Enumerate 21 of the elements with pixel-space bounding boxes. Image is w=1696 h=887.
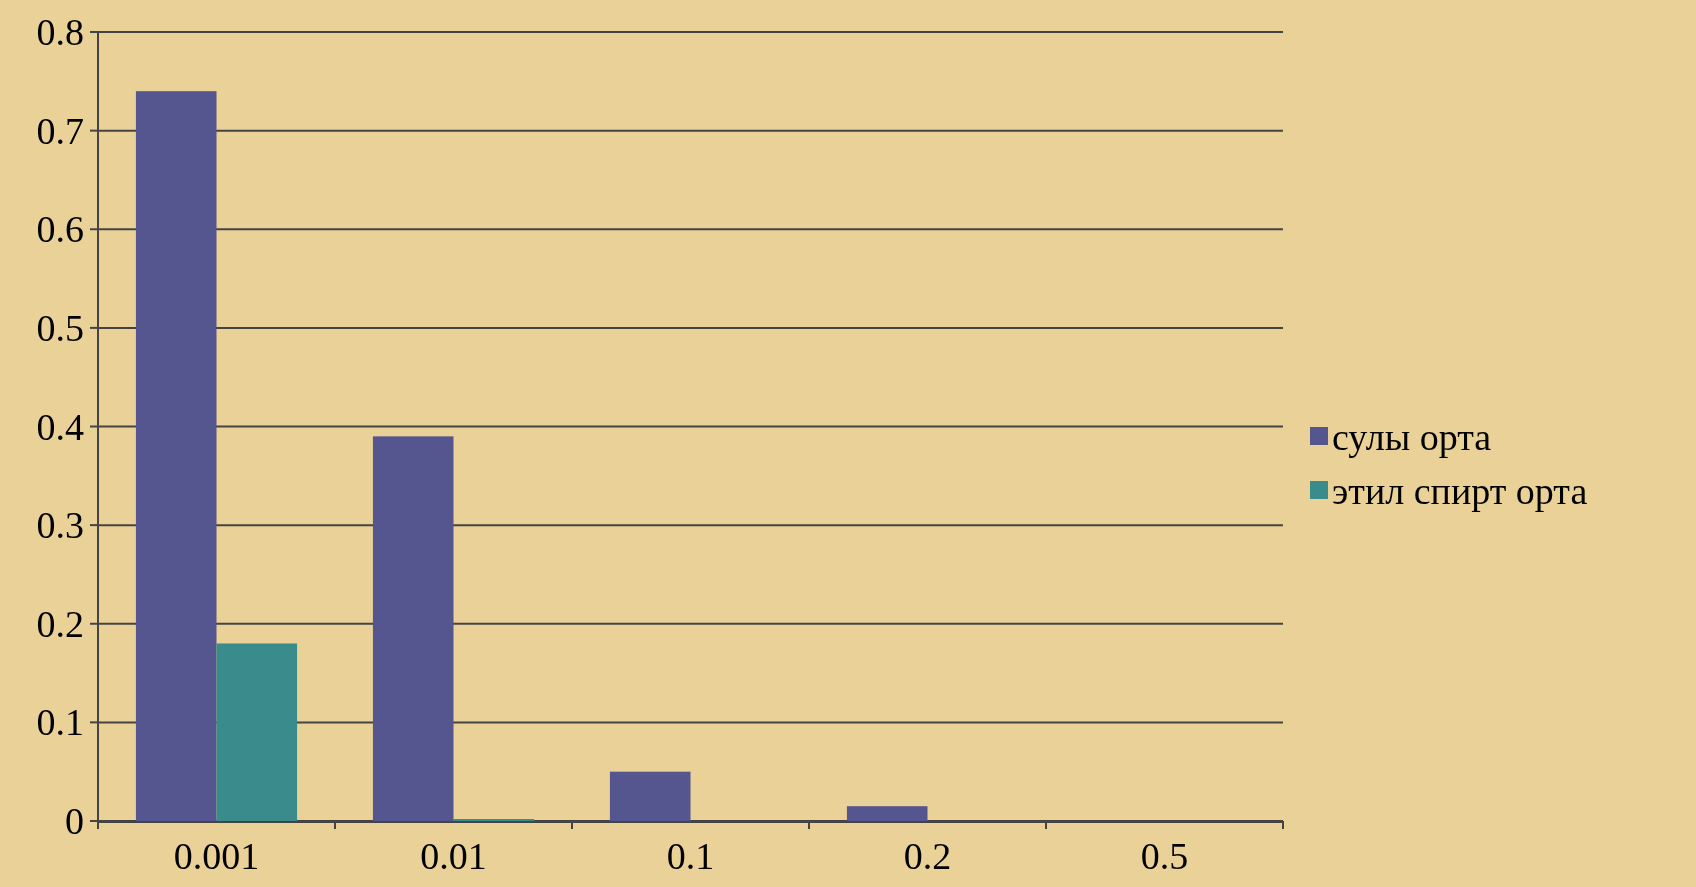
y-tick-label: 0.7 <box>36 109 84 152</box>
y-tick-label: 0.3 <box>36 504 84 547</box>
y-tick-label: 0.5 <box>36 306 84 349</box>
y-tick-label: 0.8 <box>36 11 84 53</box>
x-tick-label: 0.5 <box>1140 835 1189 877</box>
x-tick-label: 0.001 <box>173 835 260 877</box>
x-tick-label: 0.1 <box>666 835 715 877</box>
bar <box>372 436 454 821</box>
bar <box>135 91 217 821</box>
legend-label: этил спирт орта <box>1332 470 1588 512</box>
y-tick-label: 0.2 <box>36 602 84 645</box>
y-tick-label: 0.6 <box>36 208 84 251</box>
bar <box>609 771 691 821</box>
y-tick-label: 0.4 <box>36 405 84 448</box>
x-tick-label: 0.01 <box>420 835 487 877</box>
bar <box>846 806 928 821</box>
y-tick-label: 0.1 <box>36 701 84 744</box>
x-tick-label: 0.2 <box>903 835 952 877</box>
legend-label: сулы орта <box>1332 416 1492 458</box>
bar <box>216 643 298 821</box>
y-tick-label: 0 <box>65 800 84 842</box>
